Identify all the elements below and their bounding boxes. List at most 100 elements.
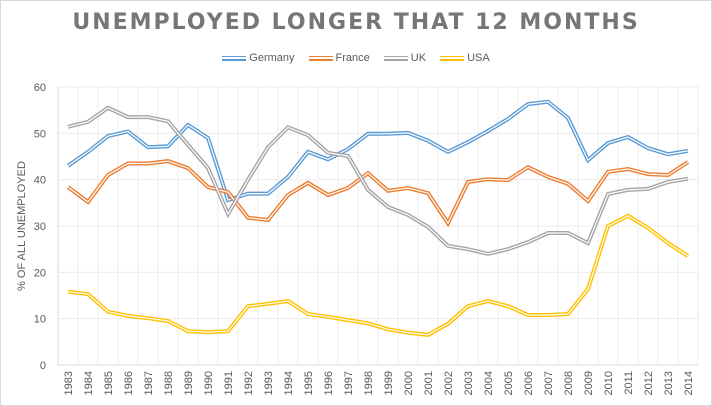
data-point[interactable] — [686, 254, 691, 259]
data-point[interactable] — [426, 138, 431, 143]
data-point[interactable] — [66, 124, 71, 129]
data-point[interactable] — [246, 191, 251, 196]
data-point[interactable] — [386, 188, 391, 193]
data-point[interactable] — [666, 179, 671, 184]
legend-item-germany[interactable]: Germany — [222, 52, 295, 64]
legend-item-uk[interactable]: UK — [383, 52, 426, 64]
data-point[interactable] — [326, 157, 331, 162]
data-point[interactable] — [586, 241, 591, 246]
data-point[interactable] — [306, 180, 311, 185]
data-point[interactable] — [506, 304, 511, 309]
data-point[interactable] — [166, 144, 171, 149]
data-point[interactable] — [246, 215, 251, 220]
data-point[interactable] — [206, 166, 211, 171]
data-point[interactable] — [426, 224, 431, 229]
data-point[interactable] — [486, 129, 491, 134]
data-point[interactable] — [466, 247, 471, 252]
data-point[interactable] — [206, 330, 211, 335]
data-point[interactable] — [466, 179, 471, 184]
data-point[interactable] — [106, 105, 111, 110]
data-point[interactable] — [126, 129, 131, 134]
data-point[interactable] — [306, 133, 311, 138]
data-point[interactable] — [326, 314, 331, 319]
data-point[interactable] — [306, 149, 311, 154]
data-point[interactable] — [206, 135, 211, 140]
data-point[interactable] — [226, 198, 231, 203]
data-point[interactable] — [446, 221, 451, 226]
data-point[interactable] — [646, 225, 651, 230]
data-point[interactable] — [586, 287, 591, 292]
data-point[interactable] — [666, 173, 671, 178]
data-point[interactable] — [526, 165, 531, 170]
data-point[interactable] — [626, 135, 631, 140]
data-point[interactable] — [486, 177, 491, 182]
data-point[interactable] — [406, 330, 411, 335]
data-point[interactable] — [346, 186, 351, 191]
data-point[interactable] — [86, 149, 91, 154]
data-point[interactable] — [266, 145, 271, 150]
data-point[interactable] — [526, 102, 531, 107]
legend-item-france[interactable]: France — [308, 52, 370, 64]
data-point[interactable] — [246, 304, 251, 309]
data-point[interactable] — [166, 119, 171, 124]
data-point[interactable] — [286, 174, 291, 179]
data-point[interactable] — [326, 192, 331, 197]
data-point[interactable] — [406, 186, 411, 191]
data-point[interactable] — [606, 169, 611, 174]
data-point[interactable] — [246, 177, 251, 182]
data-point[interactable] — [166, 159, 171, 164]
data-point[interactable] — [366, 321, 371, 326]
data-point[interactable] — [666, 241, 671, 246]
data-point[interactable] — [646, 172, 651, 177]
data-point[interactable] — [446, 321, 451, 326]
data-point[interactable] — [566, 181, 571, 186]
data-point[interactable] — [606, 224, 611, 229]
data-point[interactable] — [686, 148, 691, 153]
data-point[interactable] — [326, 150, 331, 155]
data-point[interactable] — [266, 217, 271, 222]
data-point[interactable] — [286, 192, 291, 197]
data-point[interactable] — [486, 251, 491, 256]
data-point[interactable] — [646, 146, 651, 151]
data-point[interactable] — [206, 185, 211, 190]
data-point[interactable] — [66, 163, 71, 168]
data-point[interactable] — [546, 230, 551, 235]
data-point[interactable] — [526, 312, 531, 317]
data-point[interactable] — [386, 205, 391, 210]
data-point[interactable] — [506, 116, 511, 121]
data-point[interactable] — [66, 185, 71, 190]
legend-item-usa[interactable]: USA — [440, 52, 490, 64]
data-point[interactable] — [146, 161, 151, 166]
data-point[interactable] — [566, 312, 571, 317]
data-point[interactable] — [126, 313, 131, 318]
data-point[interactable] — [366, 187, 371, 192]
data-point[interactable] — [446, 149, 451, 154]
data-point[interactable] — [586, 158, 591, 163]
data-point[interactable] — [466, 304, 471, 309]
data-point[interactable] — [266, 301, 271, 306]
data-point[interactable] — [146, 115, 151, 120]
data-point[interactable] — [566, 116, 571, 121]
data-point[interactable] — [186, 142, 191, 147]
data-point[interactable] — [526, 240, 531, 245]
data-point[interactable] — [146, 316, 151, 321]
data-point[interactable] — [646, 186, 651, 191]
data-point[interactable] — [226, 190, 231, 195]
data-point[interactable] — [606, 141, 611, 146]
data-point[interactable] — [446, 243, 451, 248]
data-point[interactable] — [266, 191, 271, 196]
data-point[interactable] — [186, 122, 191, 127]
data-point[interactable] — [626, 167, 631, 172]
data-point[interactable] — [166, 318, 171, 323]
data-point[interactable] — [346, 154, 351, 159]
data-point[interactable] — [346, 147, 351, 152]
data-point[interactable] — [146, 145, 151, 150]
data-point[interactable] — [106, 134, 111, 139]
data-point[interactable] — [686, 160, 691, 165]
data-point[interactable] — [186, 329, 191, 334]
data-point[interactable] — [586, 198, 591, 203]
data-point[interactable] — [106, 173, 111, 178]
data-point[interactable] — [386, 327, 391, 332]
data-point[interactable] — [606, 192, 611, 197]
data-point[interactable] — [66, 289, 71, 294]
